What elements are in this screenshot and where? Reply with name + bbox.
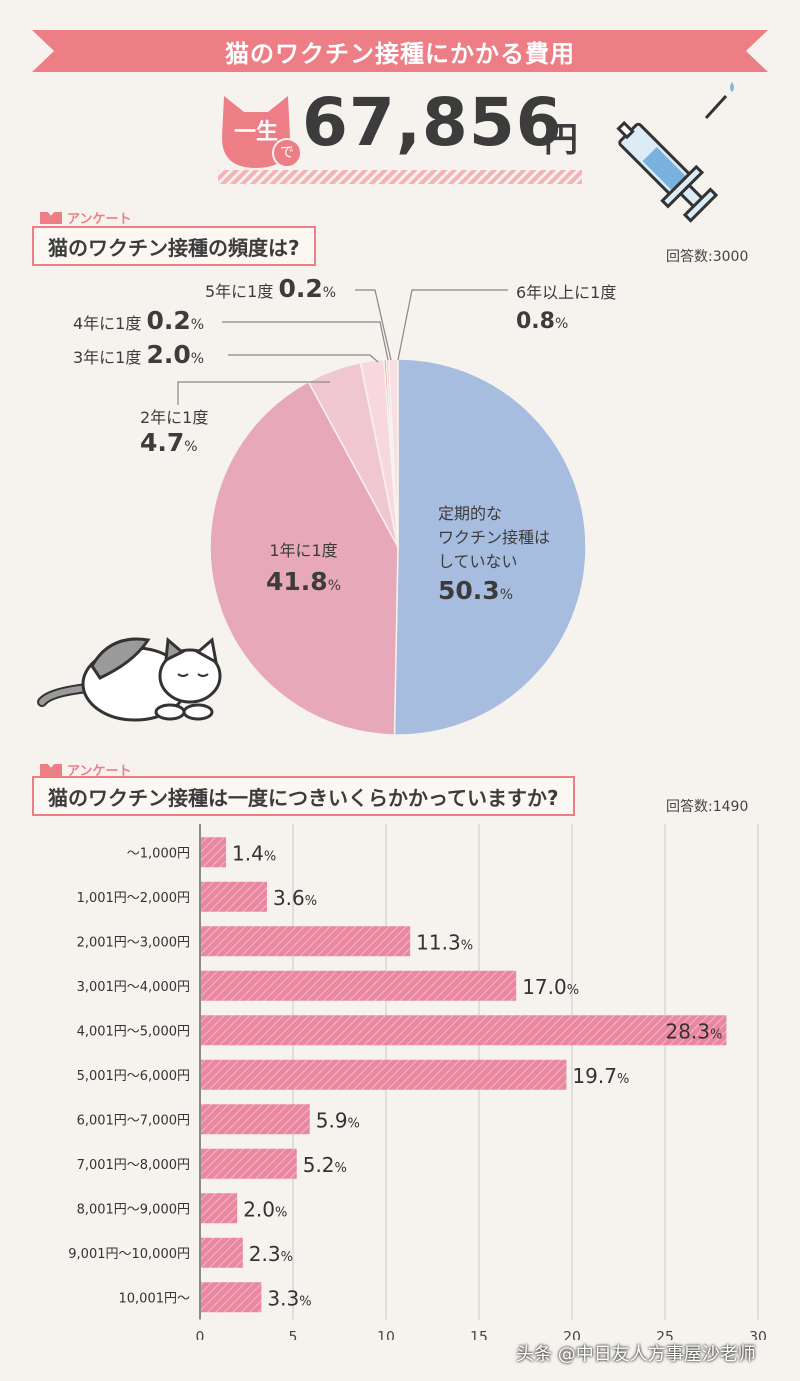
- bar-question-box: 猫のワクチン接種は一度につきいくらかかっていますか?: [32, 776, 575, 816]
- bar-value-label: 5.9%: [316, 1108, 360, 1132]
- pie-label-4yr: 4年に1度 0.2%: [73, 306, 205, 335]
- bar-chart: 0 5 10 15 20 25 30 〜1,000円 1.4% 1,001円〜2,000円 3.6%…: [68, 824, 767, 1341]
- category-label: 9,001円〜10,000円: [68, 1247, 190, 1262]
- x-tick-label: 5: [289, 1330, 298, 1341]
- bar-value-label: 28.3%: [665, 1019, 722, 1043]
- bar: [201, 1237, 243, 1268]
- pie-label-5yr: 5年に1度 0.2%: [205, 274, 337, 303]
- x-tick-label: 30: [749, 1330, 767, 1341]
- bar: [201, 1015, 727, 1046]
- survey-tag-2: アンケート: [40, 760, 131, 779]
- category-label: 7,001円〜8,000円: [77, 1158, 190, 1173]
- pie-label-6yr: 6年以上に1度 0.8%: [516, 283, 617, 334]
- watermark: 头条 @中日友人方事屋沙老师: [516, 1344, 756, 1365]
- bar: [201, 1059, 567, 1090]
- leader-line: [228, 354, 379, 363]
- pie-chart: [177, 289, 587, 736]
- x-tick-label: 15: [470, 1330, 488, 1341]
- flag-icon: [40, 764, 62, 776]
- bar-value-label: 17.0%: [522, 975, 579, 999]
- leader-line: [177, 381, 330, 405]
- bar: [201, 1282, 262, 1313]
- sleeping-cat-illustration: [37, 636, 222, 722]
- pie-label-none: 定期的な ワクチン接種は していない 50.3%: [438, 504, 551, 605]
- x-tick-label: 0: [196, 1330, 205, 1341]
- bar-value-label: 1.4%: [232, 841, 276, 865]
- bar: [201, 1193, 238, 1224]
- category-label: 4,001円〜5,000円: [77, 1024, 190, 1039]
- category-label: 5,001円〜6,000円: [77, 1069, 190, 1084]
- category-label: 8,001円〜9,000円: [77, 1202, 190, 1217]
- bar-value-label: 2.0%: [243, 1197, 287, 1221]
- bar-value-label: 19.7%: [572, 1064, 629, 1088]
- bar-value-label: 2.3%: [249, 1242, 293, 1266]
- bar-value-label: 11.3%: [416, 930, 473, 954]
- lifetime-label: 一生: [233, 120, 278, 145]
- bar: [201, 926, 411, 957]
- x-tick-label: 10: [377, 1330, 395, 1341]
- x-tick-label: 20: [563, 1330, 581, 1341]
- pie-slice: [393, 358, 587, 736]
- category-label: 10,001円〜: [119, 1291, 191, 1306]
- pie-question-box: 猫のワクチン接種の頻度は?: [32, 226, 316, 266]
- syringe-icon: [616, 82, 734, 223]
- category-label: 6,001円〜7,000円: [77, 1113, 190, 1128]
- category-label: 3,001円〜4,000円: [77, 980, 190, 995]
- bar-respondent-count: 回答数:1490: [666, 799, 749, 815]
- bar: [201, 970, 517, 1001]
- bar-value-label: 3.3%: [267, 1286, 311, 1310]
- pie-label-2yr: 2年に1度 4.7%: [140, 408, 209, 457]
- leader-line: [222, 321, 389, 361]
- amount-underline: [218, 170, 582, 184]
- lifetime-yen: 円: [544, 120, 578, 160]
- lifetime-amount: 67,856: [302, 84, 563, 161]
- bar-value-label: 5.2%: [303, 1153, 347, 1177]
- leader-line: [355, 289, 392, 361]
- pie-label-1yr: 1年に1度 41.8%: [266, 541, 341, 596]
- flag-icon: [40, 212, 62, 224]
- leader-line: [397, 289, 508, 361]
- page-title: 猫のワクチン接種にかかる費用: [225, 39, 575, 68]
- category-label: 〜1,000円: [127, 846, 190, 861]
- x-tick-label: 25: [656, 1330, 674, 1341]
- bar: [201, 1148, 297, 1179]
- lifetime-de: で: [272, 138, 302, 168]
- bar-question: 猫のワクチン接種は一度につきいくらかかっていますか?: [48, 785, 559, 810]
- bar-value-label: 3.6%: [273, 886, 317, 910]
- pie-slice: [209, 380, 399, 736]
- bar: [201, 837, 227, 868]
- pie-label-3yr: 3年に1度 2.0%: [73, 340, 205, 369]
- pie-respondent-count: 回答数:3000: [666, 249, 749, 265]
- pie-question: 猫のワクチン接種の頻度は?: [48, 235, 300, 260]
- bar: [201, 881, 267, 912]
- title-banner: 猫のワクチン接種にかかる費用: [32, 30, 768, 72]
- category-label: 1,001円〜2,000円: [77, 891, 190, 906]
- category-label: 2,001円〜3,000円: [77, 935, 190, 950]
- bar: [201, 1104, 310, 1135]
- survey-tag-1: アンケート: [40, 208, 131, 227]
